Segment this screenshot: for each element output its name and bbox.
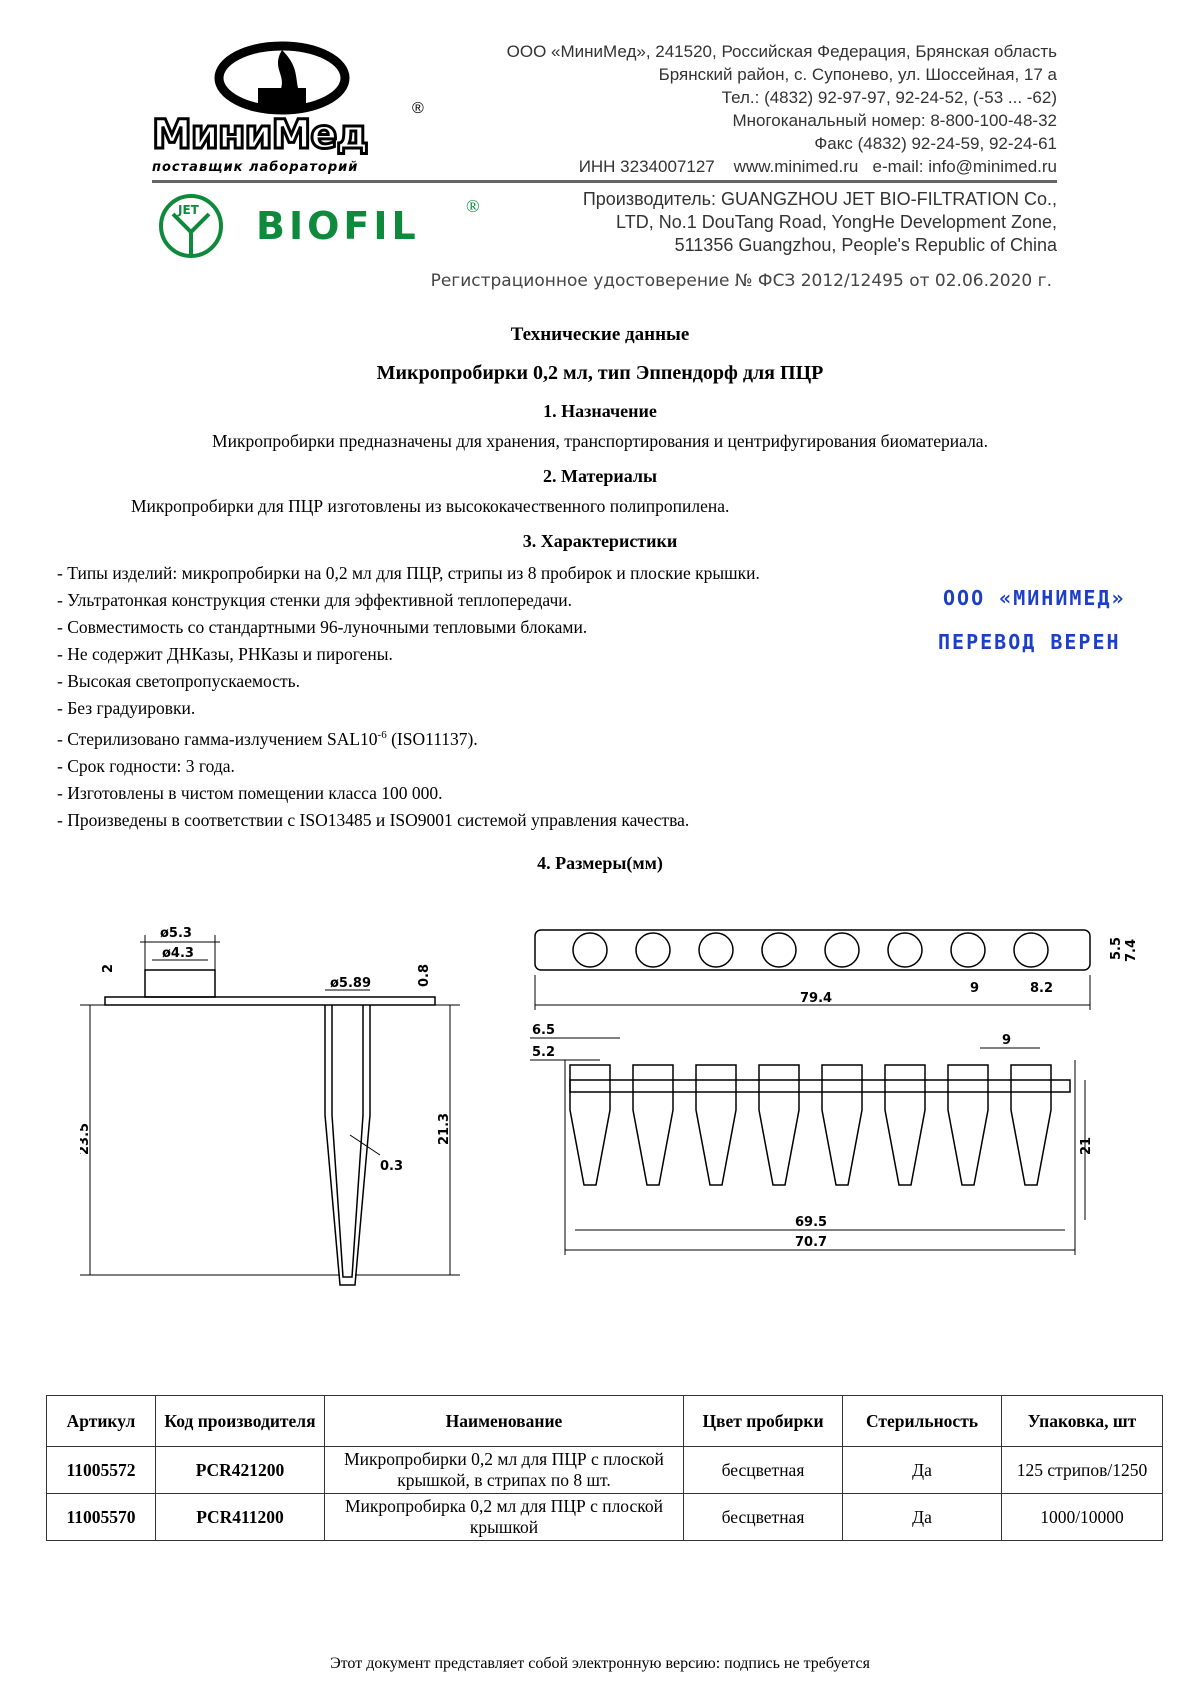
- svg-text:8.2: 8.2: [1030, 981, 1053, 996]
- strip-well-top: [950, 932, 986, 968]
- strip-well-top: [1013, 932, 1049, 968]
- strip-drawing: 9 8.2 79.4 5.5 7.4 6.5 5.2 9 21 69.5 70.…: [530, 929, 1139, 1255]
- strip-tube-side: [758, 1064, 800, 1186]
- svg-text:21.3: 21.3: [437, 1113, 452, 1145]
- jet-emblem-icon: JET: [159, 194, 223, 258]
- svg-text:70.7: 70.7: [795, 1235, 827, 1250]
- strip-well-top: [572, 932, 608, 968]
- svg-text:79.4: 79.4: [800, 991, 832, 1006]
- svg-text:JET: JET: [177, 203, 200, 217]
- minimed-emblem-icon: [214, 41, 350, 115]
- characteristics-list: - Типы изделий: микропробирки на 0,2 мл …: [57, 563, 760, 830]
- section-2-text: Микропробирки для ПЦР изготовлены из выс…: [131, 496, 730, 516]
- table-header-row: Артикул Код производителя Наименование Ц…: [46, 1395, 1163, 1447]
- manufacturer-info: Производитель: GUANGZHOU JET BIO-FILTRAT…: [582, 189, 1057, 255]
- svg-text:23.5: 23.5: [80, 1123, 92, 1155]
- table-row: 11005570 PCR411200 Микропробирка 0,2 мл …: [46, 1493, 1163, 1541]
- strip-tube-side: [632, 1064, 674, 1186]
- section-4-title: 4. Размеры(мм): [537, 853, 663, 873]
- svg-text:2: 2: [101, 964, 116, 973]
- section-1-title: 1. Назначение: [543, 401, 657, 421]
- footer-note: Этот документ представляет собой электро…: [330, 1655, 870, 1672]
- tube-drawing: ø5.3 ø4.3 2 ø5.89 0.8 23.5 21.3 0.3: [80, 926, 460, 1286]
- strip-tube-side: [821, 1064, 863, 1186]
- doc-subtitle: Микропробирки 0,2 мл, тип Эппендорф для …: [376, 362, 824, 384]
- strip-tube-side: [569, 1064, 611, 1186]
- svg-text:9: 9: [970, 981, 979, 996]
- svg-text:ø4.3: ø4.3: [162, 946, 194, 961]
- strip-well-top: [761, 932, 797, 968]
- registration-certificate: Регистрационное удостоверение № ФСЗ 2012…: [430, 271, 1052, 291]
- strip-well-top: [635, 932, 671, 968]
- translation-stamp-line2: ПЕРЕВОД ВЕРЕН: [938, 630, 1121, 654]
- strip-well-top: [698, 932, 734, 968]
- svg-text:5.5: 5.5: [1109, 937, 1124, 960]
- company-address: ООО «МиниМед», 241520, Российская Федера…: [506, 42, 1057, 176]
- svg-text:69.5: 69.5: [795, 1215, 827, 1230]
- biofil-logo: JET BIOFIL ®: [158, 192, 480, 267]
- translation-stamp-line1: ООО «МИНИМЕД»: [943, 586, 1126, 610]
- strip-well-top: [824, 932, 860, 968]
- svg-text:6.5: 6.5: [532, 1023, 555, 1038]
- section-2-title: 2. Материалы: [542, 466, 658, 486]
- svg-text:21: 21: [1079, 1137, 1094, 1155]
- header-divider: [152, 180, 1057, 183]
- website-link[interactable]: www.minimed.ru: [733, 157, 859, 176]
- svg-text:0.8: 0.8: [417, 964, 432, 987]
- svg-text:9: 9: [1002, 1033, 1011, 1048]
- strip-tube-side: [1010, 1064, 1052, 1186]
- section-3-title: 3. Характеристики: [522, 531, 678, 551]
- svg-text:7.4: 7.4: [1124, 939, 1139, 962]
- products-table: Артикул Код производителя Наименование Ц…: [46, 1395, 1163, 1541]
- svg-text:5.2: 5.2: [532, 1045, 555, 1060]
- svg-text:0.3: 0.3: [380, 1159, 403, 1174]
- strip-well-top: [887, 932, 923, 968]
- strip-tube-side: [884, 1064, 926, 1186]
- svg-text:ø5.3: ø5.3: [160, 926, 192, 941]
- minimed-logo: МиниМед ® поставщик лабораторий: [150, 40, 430, 180]
- email-link[interactable]: e-mail: info@minimed.ru: [872, 157, 1057, 176]
- table-row: 11005572 PCR421200 Микропробирки 0,2 мл …: [46, 1446, 1163, 1494]
- svg-text:ø5.89: ø5.89: [330, 976, 371, 991]
- strip-tube-side: [947, 1064, 989, 1186]
- doc-title: Технические данные: [510, 324, 690, 345]
- section-1-text: Микропробирки предназначены для хранения…: [212, 431, 988, 451]
- strip-tube-side: [695, 1064, 737, 1186]
